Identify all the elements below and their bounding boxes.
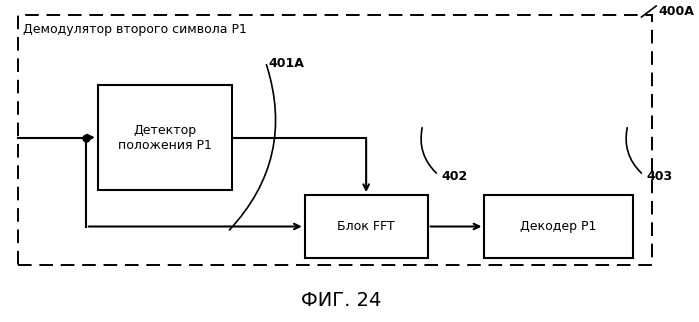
Bar <box>484 195 633 258</box>
Text: ФИГ. 24: ФИГ. 24 <box>301 290 382 309</box>
Text: 400A: 400A <box>658 5 694 18</box>
Bar <box>17 15 652 265</box>
Text: Детектор
положения P1: Детектор положения P1 <box>118 124 212 151</box>
Text: Блок FFT: Блок FFT <box>338 220 395 233</box>
Text: 403: 403 <box>647 170 672 183</box>
Text: Декодер P1: Декодер P1 <box>520 220 597 233</box>
Bar <box>305 195 428 258</box>
Text: 402: 402 <box>441 170 468 183</box>
Text: 401A: 401A <box>268 57 304 70</box>
Text: Демодулятор второго символа P1: Демодулятор второго символа P1 <box>24 23 247 36</box>
Bar <box>98 85 232 190</box>
